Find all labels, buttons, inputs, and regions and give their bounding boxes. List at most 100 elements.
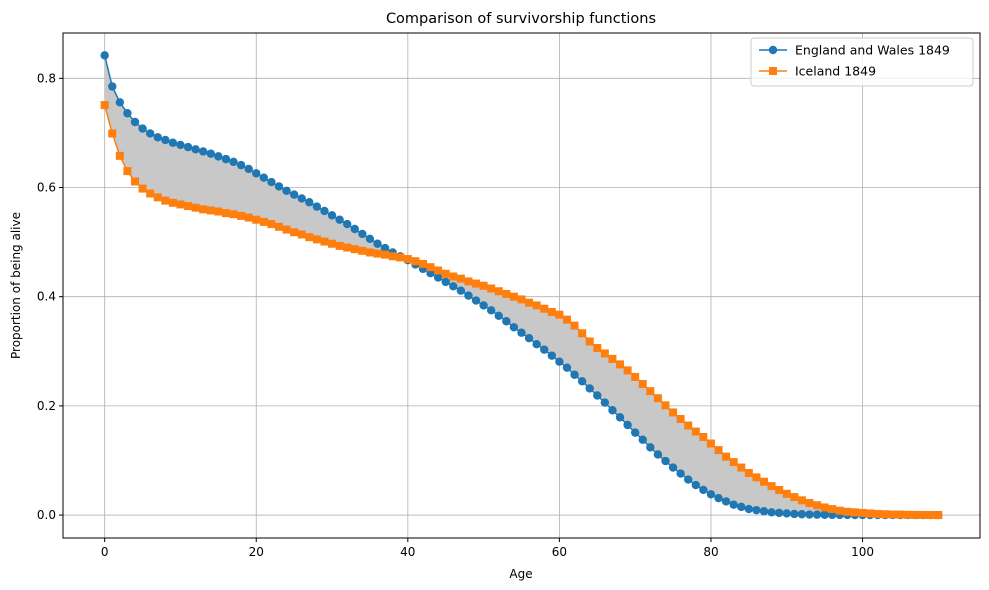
data-point: [320, 206, 329, 216]
data-point: [252, 169, 261, 178]
data-point: [418, 259, 427, 268]
data-point: [547, 351, 557, 360]
data-point: [767, 482, 776, 491]
data-point: [684, 421, 693, 430]
chart-title: Comparison of survivorship functions: [386, 11, 656, 27]
data-point: [396, 253, 405, 262]
data-point: [593, 344, 602, 353]
data-point: [866, 509, 875, 518]
data-point: [168, 138, 178, 147]
data-point: [206, 206, 215, 215]
data-point: [661, 401, 670, 410]
data-point: [434, 266, 443, 275]
y-axis-title: Proportion of being alive: [9, 212, 23, 359]
data-point: [486, 306, 496, 315]
data-point: [797, 510, 807, 519]
legend: England and Wales 1849 Iceland 1849: [750, 37, 974, 87]
data-point: [168, 198, 177, 207]
data-point: [820, 510, 829, 519]
data-point: [669, 408, 678, 417]
data-point: [335, 215, 344, 224]
data-point: [555, 310, 564, 319]
data-point: [267, 177, 276, 187]
data-point: [744, 469, 753, 478]
data-point: [373, 239, 382, 248]
data-point: [191, 203, 200, 212]
x-axis-title: Age: [509, 567, 532, 581]
data-point: [365, 248, 374, 257]
data-point: [790, 509, 799, 519]
data-point: [919, 510, 928, 519]
data-point: [646, 387, 655, 396]
data-point: [229, 210, 238, 219]
data-point: [373, 249, 382, 258]
data-point: [729, 458, 738, 467]
data-point: [774, 508, 784, 518]
data-point: [691, 427, 700, 436]
data-point: [813, 501, 822, 510]
data-point: [274, 222, 283, 231]
data-point: [706, 490, 716, 499]
data-point: [616, 360, 625, 369]
legend-entry: Iceland 1849: [759, 64, 876, 79]
data-point: [600, 349, 609, 358]
data-point: [540, 304, 549, 313]
x-tick-label: 100: [851, 545, 874, 559]
data-point: [282, 225, 291, 234]
data-point: [904, 510, 913, 519]
data-point: [342, 219, 352, 229]
legend-box: [750, 37, 974, 87]
data-point: [449, 282, 458, 291]
data-point: [759, 507, 769, 516]
data-point: [593, 391, 602, 400]
data-point: [699, 485, 708, 495]
data-point: [646, 443, 655, 452]
data-point: [282, 186, 291, 195]
data-point: [835, 506, 844, 515]
data-point: [471, 296, 481, 305]
data-point: [790, 493, 799, 502]
data-point: [881, 510, 890, 519]
data-point: [782, 489, 791, 498]
data-point: [115, 98, 125, 107]
data-point: [494, 311, 503, 320]
data-point: [176, 200, 185, 209]
data-point: [630, 428, 640, 437]
series-england-wales: [100, 51, 943, 520]
data-point: [464, 291, 473, 300]
data-point: [532, 339, 541, 349]
data-point: [183, 142, 193, 152]
data-point: [699, 433, 708, 441]
data-point: [509, 292, 518, 301]
data-point: [934, 511, 943, 520]
data-point: [100, 101, 109, 110]
data-point: [570, 370, 579, 379]
data-point: [562, 315, 571, 324]
data-point: [221, 209, 230, 218]
data-point: [585, 384, 594, 393]
data-point: [176, 140, 185, 150]
data-point: [229, 157, 238, 167]
data-point: [843, 507, 852, 516]
data-point: [403, 255, 412, 264]
data-point: [729, 500, 738, 509]
data-point: [744, 504, 754, 514]
data-point: [380, 243, 390, 253]
data-point: [479, 301, 488, 310]
data-point: [123, 109, 132, 118]
data-point: [638, 380, 647, 389]
data-point: [653, 394, 662, 403]
data-point: [775, 485, 784, 494]
data-point: [350, 224, 359, 234]
data-point: [578, 329, 587, 338]
data-point: [653, 450, 663, 459]
data-point: [161, 135, 170, 145]
data-point: [706, 439, 715, 448]
difference-fill: [104, 55, 939, 516]
data-point: [115, 151, 124, 160]
data-point: [737, 463, 746, 472]
data-point: [320, 237, 329, 246]
data-point: [297, 230, 306, 239]
data-point: [108, 82, 117, 91]
data-point: [441, 269, 450, 278]
